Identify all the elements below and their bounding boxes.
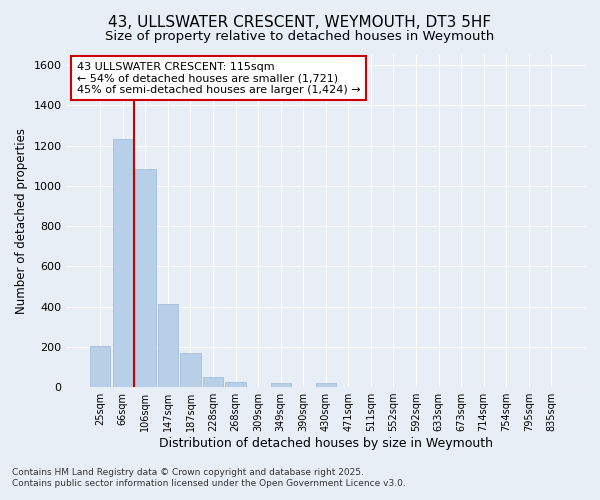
Text: Size of property relative to detached houses in Weymouth: Size of property relative to detached ho…	[106, 30, 494, 43]
Text: Contains HM Land Registry data © Crown copyright and database right 2025.
Contai: Contains HM Land Registry data © Crown c…	[12, 468, 406, 487]
Text: 43 ULLSWATER CRESCENT: 115sqm
← 54% of detached houses are smaller (1,721)
45% o: 43 ULLSWATER CRESCENT: 115sqm ← 54% of d…	[77, 62, 361, 95]
Bar	[203, 377, 223, 387]
X-axis label: Distribution of detached houses by size in Weymouth: Distribution of detached houses by size …	[159, 437, 493, 450]
Bar	[271, 383, 291, 387]
Bar	[90, 346, 110, 387]
Bar	[113, 138, 133, 387]
Text: 43, ULLSWATER CRESCENT, WEYMOUTH, DT3 5HF: 43, ULLSWATER CRESCENT, WEYMOUTH, DT3 5H…	[109, 15, 491, 30]
Bar	[316, 383, 336, 387]
Bar	[135, 168, 155, 387]
Bar	[158, 304, 178, 387]
Bar	[226, 382, 246, 387]
Y-axis label: Number of detached properties: Number of detached properties	[15, 128, 28, 314]
Bar	[181, 353, 200, 387]
